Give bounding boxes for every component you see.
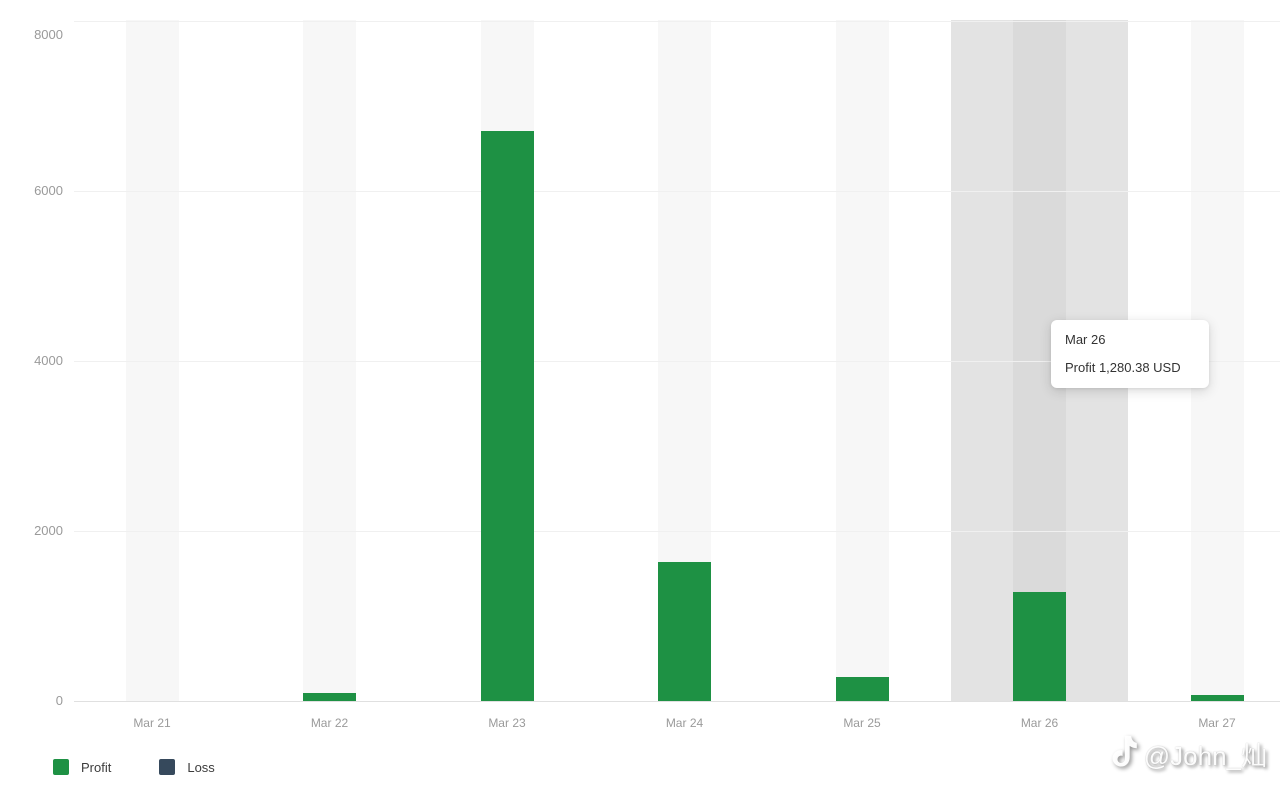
y-axis-label: 6000 [34, 183, 63, 198]
watermark: @John_灿 [1108, 735, 1267, 774]
loss-swatch-icon [159, 759, 176, 775]
y-axis-label: 8000 [34, 27, 63, 42]
profit-bar-mar-26[interactable] [1013, 592, 1066, 701]
x-axis-label: Mar 23 [488, 716, 526, 730]
profit-bar-mar-27[interactable] [1190, 695, 1244, 701]
y-axis-label: 0 [55, 693, 63, 708]
x-axis-label: Mar 21 [133, 716, 171, 730]
legend-item-loss[interactable]: Loss [159, 759, 215, 775]
gridline [74, 191, 1280, 192]
gridline [74, 361, 1280, 362]
chart-tooltip: Mar 26 Profit 1,280.38 USD [1051, 320, 1209, 388]
music-note-icon [1108, 735, 1137, 774]
tooltip-value: Profit 1,280.38 USD [1065, 360, 1181, 375]
tooltip-date: Mar 26 [1065, 332, 1106, 347]
profit-bar-mar-24[interactable] [658, 562, 711, 701]
legend-profit-label: Profit [81, 759, 112, 775]
chart-legend: Profit Loss [53, 759, 215, 775]
x-axis-label: Mar 26 [1020, 716, 1059, 730]
profit-swatch-icon [53, 759, 69, 775]
x-axis-label: Mar 25 [843, 716, 881, 730]
x-axis-label: Mar 22 [310, 716, 349, 730]
profit-bar-mar-25[interactable] [835, 677, 889, 701]
gridline [74, 531, 1280, 532]
y-axis-label: 4000 [34, 353, 63, 368]
watermark-text: @John_灿 [1143, 741, 1267, 771]
profit-bar-mar-23[interactable] [480, 131, 534, 701]
x-axis-label: Mar 24 [665, 716, 704, 730]
gridline [74, 21, 1280, 22]
legend-loss-label: Loss [187, 759, 215, 775]
legend-item-profit[interactable]: Profit [53, 759, 111, 775]
x-axis-label: Mar 27 [1198, 716, 1236, 730]
profit-bar-mar-22[interactable] [303, 693, 356, 701]
y-axis-label: 2000 [34, 523, 63, 538]
gridline [74, 701, 1280, 702]
